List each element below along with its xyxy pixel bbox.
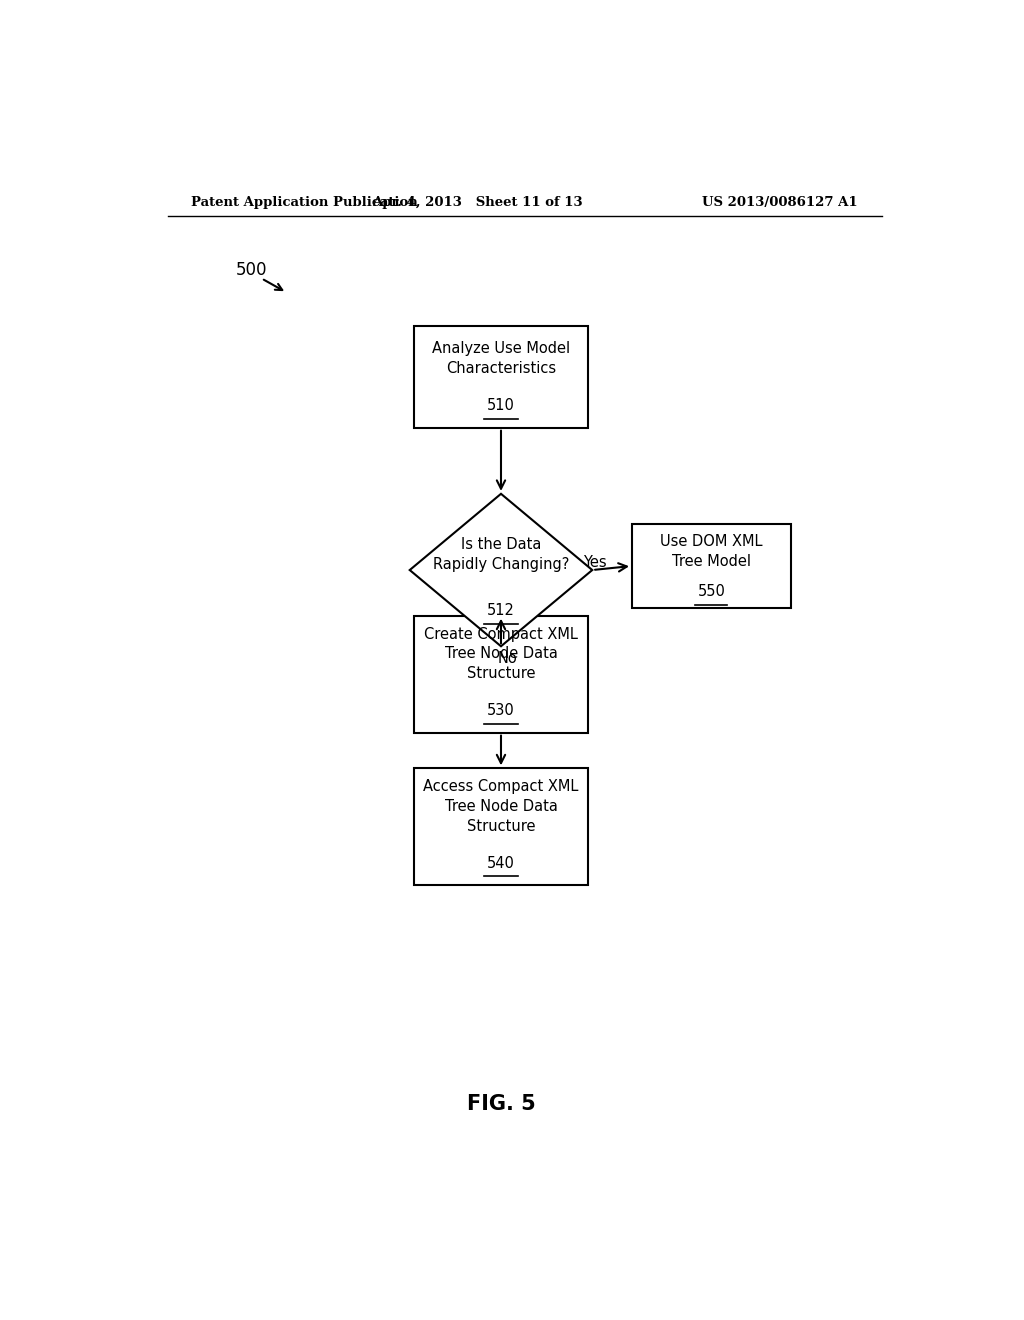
Text: FIG. 5: FIG. 5 bbox=[467, 1094, 536, 1114]
Text: Create Compact XML
Tree Node Data
Structure: Create Compact XML Tree Node Data Struct… bbox=[424, 627, 578, 681]
Text: Access Compact XML
Tree Node Data
Structure: Access Compact XML Tree Node Data Struct… bbox=[423, 779, 579, 834]
Text: 530: 530 bbox=[487, 704, 515, 718]
Text: Patent Application Publication: Patent Application Publication bbox=[191, 195, 418, 209]
FancyBboxPatch shape bbox=[414, 615, 588, 733]
Text: Yes: Yes bbox=[583, 556, 606, 570]
Text: 510: 510 bbox=[487, 397, 515, 413]
Text: 512: 512 bbox=[487, 603, 515, 618]
Polygon shape bbox=[410, 494, 592, 647]
Text: Analyze Use Model
Characteristics: Analyze Use Model Characteristics bbox=[432, 342, 570, 376]
Text: Use DOM XML
Tree Model: Use DOM XML Tree Model bbox=[660, 535, 763, 569]
Text: No: No bbox=[498, 651, 517, 667]
Text: 500: 500 bbox=[236, 261, 267, 280]
Text: Is the Data
Rapidly Changing?: Is the Data Rapidly Changing? bbox=[433, 537, 569, 572]
Text: 550: 550 bbox=[697, 583, 725, 599]
FancyBboxPatch shape bbox=[414, 768, 588, 886]
Text: 540: 540 bbox=[487, 855, 515, 871]
FancyBboxPatch shape bbox=[632, 524, 791, 607]
Text: US 2013/0086127 A1: US 2013/0086127 A1 bbox=[702, 195, 858, 209]
Text: Apr. 4, 2013   Sheet 11 of 13: Apr. 4, 2013 Sheet 11 of 13 bbox=[372, 195, 583, 209]
FancyBboxPatch shape bbox=[414, 326, 588, 428]
